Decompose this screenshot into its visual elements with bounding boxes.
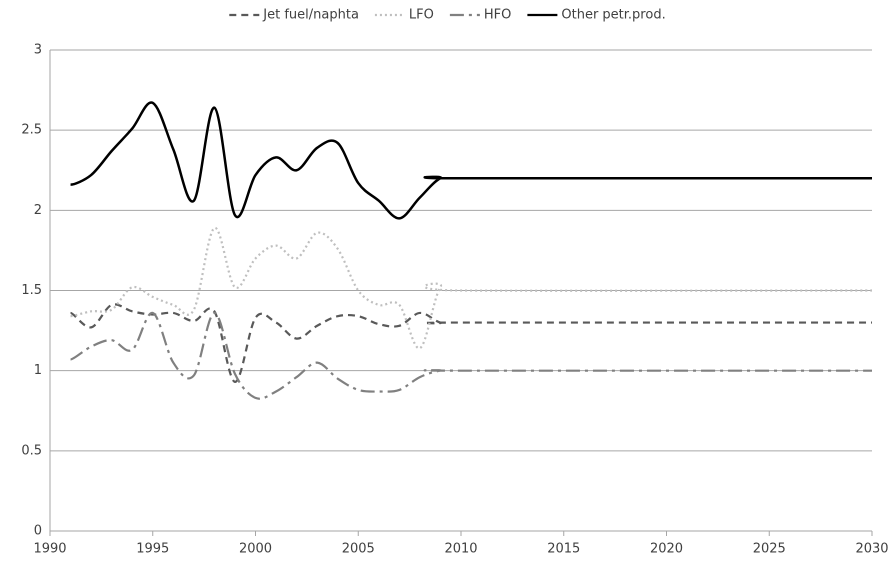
line-series <box>70 226 873 350</box>
x-tick-label: 1990 <box>33 542 66 557</box>
x-tick-label: 2015 <box>547 542 580 557</box>
y-tick-label: 2.5 <box>21 123 42 138</box>
line-series <box>70 311 872 400</box>
legend-label: LFO <box>409 8 434 23</box>
x-tick-label: 2020 <box>650 542 683 557</box>
y-tick-label: 0 <box>34 524 42 539</box>
y-tick-label: 1 <box>34 363 42 378</box>
legend-label: HFO <box>484 8 512 23</box>
legend-label: Other petr.prod. <box>561 8 665 23</box>
x-tick-label: 2025 <box>753 542 786 557</box>
y-tick-label: 0.5 <box>21 443 42 458</box>
line-series <box>70 101 872 220</box>
legend-label: Jet fuel/naphta <box>262 8 359 23</box>
line-series <box>70 303 872 383</box>
x-tick-label: 2030 <box>855 542 888 557</box>
x-tick-label: 2000 <box>239 542 272 557</box>
y-tick-label: 1.5 <box>21 283 42 298</box>
x-tick-label: 2005 <box>342 542 375 557</box>
y-tick-label: 3 <box>34 43 42 58</box>
x-tick-label: 2010 <box>444 542 477 557</box>
x-tick-label: 1995 <box>136 542 169 557</box>
y-tick-label: 2 <box>34 203 42 218</box>
